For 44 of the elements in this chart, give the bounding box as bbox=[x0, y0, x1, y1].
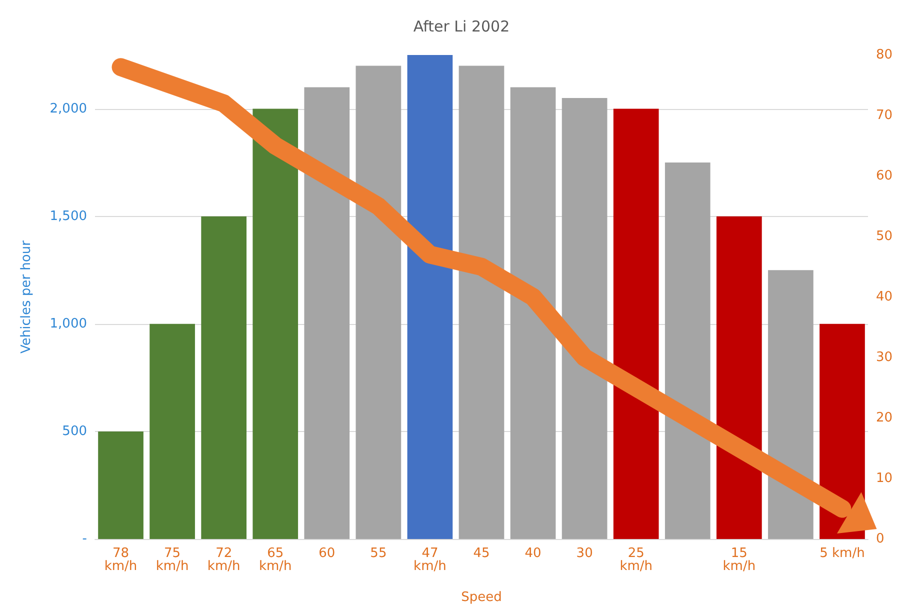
chart-title: After Li 2002 bbox=[413, 18, 510, 36]
bar bbox=[98, 431, 144, 539]
x-tick-label: 75 km/h bbox=[156, 546, 189, 574]
bar bbox=[510, 87, 556, 539]
x-tick-label: 15 km/h bbox=[722, 546, 756, 574]
bar bbox=[356, 66, 402, 539]
bar bbox=[252, 108, 298, 539]
x-tick-label: 55 bbox=[370, 546, 387, 561]
x-tick-label: 47 km/h bbox=[414, 546, 446, 574]
y2-tick-label: 50 bbox=[876, 229, 893, 244]
x-tick-label: 40 bbox=[524, 546, 542, 561]
x-tick-label: 45 bbox=[473, 546, 490, 561]
x-axis-title: Speed bbox=[461, 590, 502, 605]
y2-tick-label: 10 bbox=[876, 471, 893, 486]
x-tick-label: 65 km/h bbox=[258, 546, 292, 574]
x-tick-label: 78 km/h bbox=[104, 546, 138, 574]
y2-tick-label: 0 bbox=[876, 532, 884, 546]
y-axis-title: Vehicles per hour bbox=[19, 240, 34, 354]
bar bbox=[562, 98, 608, 539]
y2-tick-label: 40 bbox=[876, 290, 893, 304]
y2-tick-label: 60 bbox=[876, 168, 893, 184]
x-tick-label: 5 km/h bbox=[820, 546, 865, 561]
y2-tick-label: 30 bbox=[876, 350, 893, 365]
x-tick-label: 25 km/h bbox=[620, 546, 653, 574]
bar bbox=[613, 108, 659, 539]
y2-tick-label: 80 bbox=[876, 48, 893, 62]
x-tick-label: 30 bbox=[576, 546, 593, 561]
x-tick-label: 72 km/h bbox=[207, 546, 240, 574]
y-tick-label: 500 bbox=[62, 424, 87, 439]
x-tick-label: 60 bbox=[318, 546, 336, 561]
bar bbox=[304, 87, 350, 539]
y-tick-label: - bbox=[82, 532, 88, 546]
y-tick-label: 2,000 bbox=[50, 101, 87, 116]
bar bbox=[458, 66, 504, 539]
bar bbox=[407, 55, 453, 539]
y2-tick-label: 70 bbox=[876, 108, 893, 123]
y-tick-label: 1,000 bbox=[50, 316, 87, 332]
y-tick-label: 1,500 bbox=[50, 208, 87, 224]
bar bbox=[768, 270, 814, 539]
y2-tick-label: 20 bbox=[876, 410, 893, 426]
bar bbox=[664, 162, 710, 539]
bar bbox=[201, 216, 247, 539]
bar bbox=[150, 324, 195, 539]
bar bbox=[716, 216, 762, 539]
